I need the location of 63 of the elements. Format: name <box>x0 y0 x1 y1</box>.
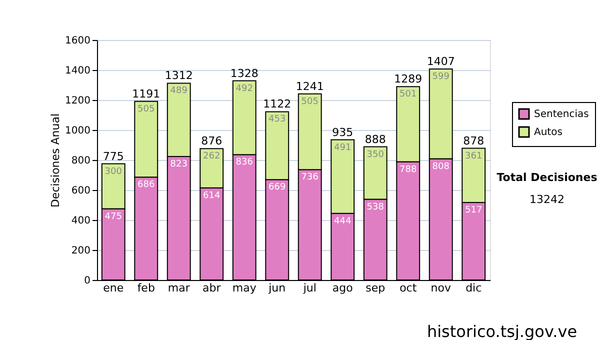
data-label: 836 <box>236 158 254 168</box>
data-label: 505 <box>301 96 318 107</box>
y-axis-title: Decisiones Anual <box>49 113 62 208</box>
y-tick-label: 1200 <box>65 96 90 106</box>
total-label: 1289 <box>394 72 422 86</box>
x-tick-label: sep <box>366 282 386 294</box>
data-label: 808 <box>432 162 450 172</box>
total-label: 1312 <box>164 69 193 82</box>
data-label: 300 <box>104 166 122 177</box>
total-label: 1241 <box>296 80 324 93</box>
y-tick-label: 600 <box>71 186 90 196</box>
x-tick-label: jun <box>268 282 286 294</box>
total-label: 935 <box>332 126 354 139</box>
y-tick-label: 0 <box>84 276 90 286</box>
legend-label: Autos <box>534 127 562 138</box>
data-label: 686 <box>138 180 155 190</box>
x-tick-label: ene <box>103 282 124 294</box>
x-tick-label: oct <box>400 282 418 294</box>
data-label: 614 <box>203 190 220 201</box>
data-label: 599 <box>432 72 450 82</box>
data-label: 444 <box>334 216 352 226</box>
text: 13242 <box>530 193 564 206</box>
data-label: 788 <box>400 164 417 175</box>
x-tick-label: may <box>232 282 257 294</box>
x-tick-label: mar <box>168 282 190 294</box>
x-tick-label: nov <box>430 282 452 294</box>
x-tick-label: jul <box>302 282 316 294</box>
text: Total Decisiones <box>496 171 598 184</box>
data-label: 823 <box>170 160 188 170</box>
y-tick-label: 1000 <box>65 126 90 136</box>
data-label: 505 <box>138 104 155 114</box>
total-label: 888 <box>364 132 386 146</box>
data-label: 501 <box>400 90 417 100</box>
data-label: 350 <box>366 150 384 160</box>
y-tick-label: 800 <box>71 156 90 166</box>
data-label: 491 <box>334 142 352 153</box>
y-tick-label: 1600 <box>65 36 90 46</box>
data-label: 475 <box>104 212 122 222</box>
total-label: 878 <box>463 134 484 148</box>
y-tick-label: 1400 <box>65 66 90 76</box>
legend-label: Sentencias <box>534 109 589 120</box>
x-tick-label: dic <box>466 282 482 294</box>
data-label: 736 <box>301 172 319 183</box>
data-label: 361 <box>465 151 482 162</box>
x-tick-label: feb <box>137 282 155 294</box>
total-label: 775 <box>102 150 124 163</box>
data-label: 517 <box>465 205 482 216</box>
x-tick-label: ago <box>332 282 354 294</box>
total-label: 1407 <box>426 54 455 68</box>
y-tick-label: 200 <box>71 246 90 256</box>
data-label: 538 <box>366 202 384 212</box>
text: historico.tsj.gov.ve <box>426 322 578 340</box>
data-label: 669 <box>268 182 286 193</box>
data-label: 453 <box>268 114 286 125</box>
total-label: 876 <box>201 134 222 148</box>
y-tick-label: 400 <box>71 216 90 226</box>
total-label: 1122 <box>263 98 292 111</box>
x-tick-label: abr <box>202 282 222 294</box>
data-label: 492 <box>236 84 253 94</box>
data-label: 489 <box>170 86 188 96</box>
total-label: 1191 <box>132 87 160 100</box>
data-label: 262 <box>203 152 220 162</box>
total-label: 1328 <box>230 66 258 80</box>
